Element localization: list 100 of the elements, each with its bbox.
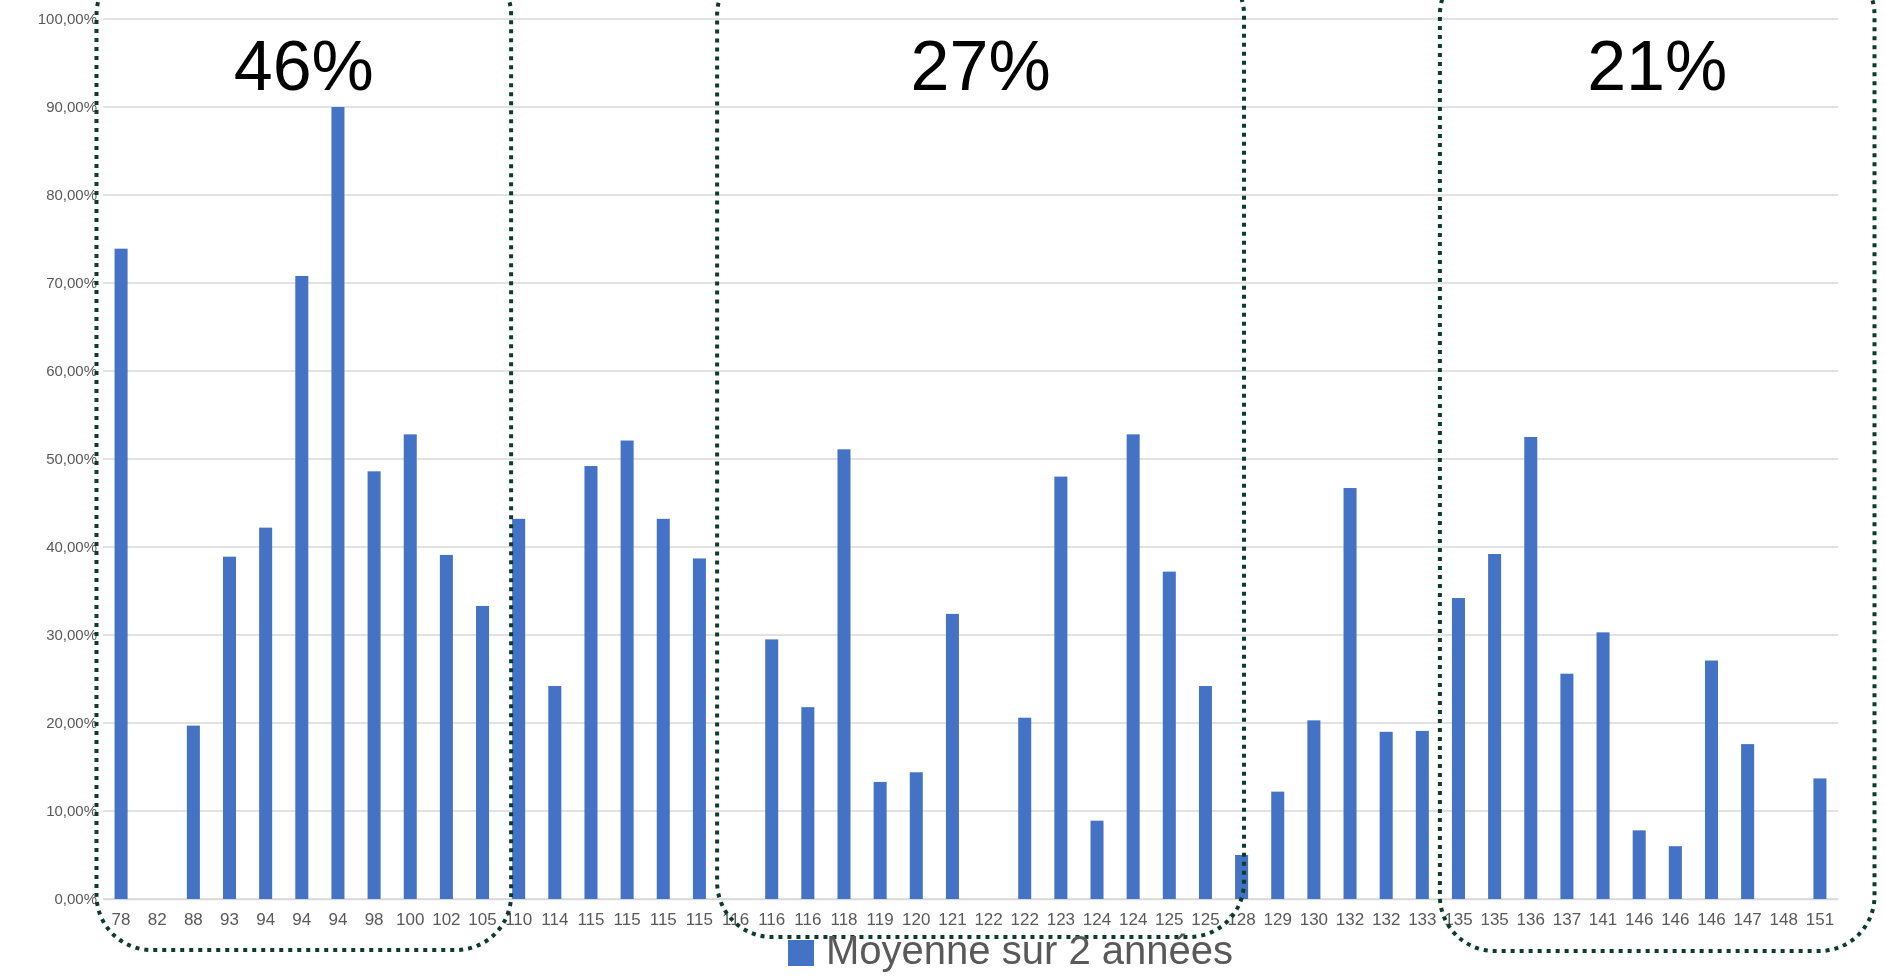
x-tick-label: 118 bbox=[830, 910, 858, 930]
x-tick-label: 128 bbox=[1227, 910, 1256, 930]
bar bbox=[1054, 476, 1068, 899]
x-tick-label: 116 bbox=[722, 910, 750, 930]
bar bbox=[1307, 720, 1321, 899]
x-tick-label: 119 bbox=[866, 910, 894, 930]
bar bbox=[295, 275, 309, 899]
bar bbox=[114, 248, 128, 899]
bar bbox=[765, 639, 779, 899]
bar bbox=[1704, 660, 1718, 899]
bar bbox=[512, 518, 526, 899]
y-tick-label: 70,00% bbox=[46, 274, 97, 292]
x-tick-label: 115 bbox=[577, 910, 605, 930]
bar bbox=[548, 686, 562, 899]
bar bbox=[1813, 778, 1827, 899]
y-tick-label: 10,00% bbox=[46, 802, 97, 820]
bar bbox=[1451, 598, 1465, 899]
legend-label: Moyenne sur 2 années bbox=[826, 928, 1233, 972]
bar bbox=[476, 605, 490, 899]
annotation: 27% bbox=[910, 27, 1051, 105]
bar bbox=[1379, 731, 1393, 899]
x-tick-label: 132 bbox=[1335, 910, 1365, 930]
x-tick-label: 102 bbox=[432, 910, 461, 930]
bar bbox=[945, 613, 959, 899]
bar bbox=[909, 772, 923, 899]
x-tick-label: 125 bbox=[1191, 910, 1220, 930]
bar bbox=[1018, 717, 1032, 899]
x-tick-label: 93 bbox=[220, 910, 239, 930]
x-tick-label: 100 bbox=[396, 910, 425, 930]
x-tick-label: 123 bbox=[1046, 910, 1076, 930]
x-tick-label: 125 bbox=[1155, 910, 1184, 930]
bar bbox=[656, 518, 670, 899]
x-tick-label: 146 bbox=[1697, 910, 1726, 930]
x-tick-label: 133 bbox=[1408, 910, 1437, 930]
bar bbox=[1488, 554, 1502, 899]
bar bbox=[1198, 686, 1212, 899]
bar bbox=[620, 440, 634, 899]
annotation: 46% bbox=[233, 27, 374, 105]
bar bbox=[223, 556, 237, 899]
y-tick-label: 90,00% bbox=[46, 98, 97, 116]
bar bbox=[584, 466, 598, 899]
x-tick-label: 146 bbox=[1625, 910, 1654, 930]
x-tick-label: 120 bbox=[902, 910, 931, 930]
bar bbox=[873, 781, 887, 899]
bar bbox=[1668, 846, 1682, 899]
bar bbox=[331, 107, 345, 899]
x-tick-label: 94 bbox=[328, 910, 348, 930]
x-tick-label: 116 bbox=[794, 910, 822, 930]
x-tick-label: 114 bbox=[541, 910, 569, 930]
bar bbox=[1415, 730, 1429, 899]
y-tick-label: 60,00% bbox=[46, 362, 97, 380]
x-tick-label: 141 bbox=[1588, 910, 1618, 930]
x-tick-label: 135 bbox=[1444, 910, 1473, 930]
x-tick-label: 129 bbox=[1263, 910, 1292, 930]
x-tick-label: 115 bbox=[613, 910, 641, 930]
x-tick-label: 82 bbox=[147, 910, 167, 930]
bar bbox=[1632, 830, 1646, 899]
bar bbox=[1524, 437, 1538, 899]
bar bbox=[837, 449, 851, 899]
bar bbox=[1596, 632, 1610, 899]
bar bbox=[1343, 488, 1357, 899]
y-tick-label: 50,00% bbox=[46, 450, 97, 468]
bar bbox=[367, 471, 381, 899]
bar bbox=[259, 527, 273, 899]
y-tick-label: 20,00% bbox=[46, 714, 97, 732]
bar bbox=[1162, 571, 1176, 899]
x-tick-label: 147 bbox=[1733, 910, 1762, 930]
x-tick-label: 136 bbox=[1516, 910, 1545, 930]
bar bbox=[692, 558, 706, 899]
x-tick-label: 135 bbox=[1480, 910, 1509, 930]
x-tick-label: 148 bbox=[1769, 910, 1798, 930]
x-tick-label: 130 bbox=[1299, 910, 1329, 930]
bar bbox=[1126, 434, 1140, 899]
y-tick-label: 80,00% bbox=[46, 186, 97, 204]
bar bbox=[439, 554, 453, 899]
bar bbox=[1271, 791, 1285, 899]
x-tick-label: 94 bbox=[292, 910, 312, 930]
bar bbox=[403, 434, 417, 899]
x-tick-label: 124 bbox=[1118, 910, 1148, 930]
x-tick-label: 124 bbox=[1082, 910, 1112, 930]
y-tick-label: 100,00% bbox=[37, 10, 97, 28]
x-tick-label: 151 bbox=[1805, 910, 1835, 930]
x-tick-label: 116 bbox=[758, 910, 786, 930]
y-tick-label: 40,00% bbox=[46, 538, 97, 556]
x-tick-label: 132 bbox=[1371, 910, 1401, 930]
x-tick-label: 146 bbox=[1661, 910, 1690, 930]
y-tick-label: 0,00% bbox=[54, 890, 97, 908]
x-tick-label: 137 bbox=[1552, 910, 1582, 930]
x-tick-label: 110 bbox=[505, 910, 533, 930]
x-tick-label: 105 bbox=[468, 910, 497, 930]
x-tick-label: 98 bbox=[364, 910, 384, 930]
x-tick-label: 122 bbox=[1010, 910, 1039, 930]
bar bbox=[1741, 744, 1755, 899]
x-tick-label: 122 bbox=[974, 910, 1003, 930]
bar bbox=[801, 707, 815, 899]
x-tick-label: 94 bbox=[256, 910, 276, 930]
bar bbox=[1090, 820, 1104, 899]
x-tick-label: 115 bbox=[685, 910, 713, 930]
x-tick-label: 78 bbox=[111, 910, 131, 930]
bar bbox=[1560, 673, 1574, 899]
